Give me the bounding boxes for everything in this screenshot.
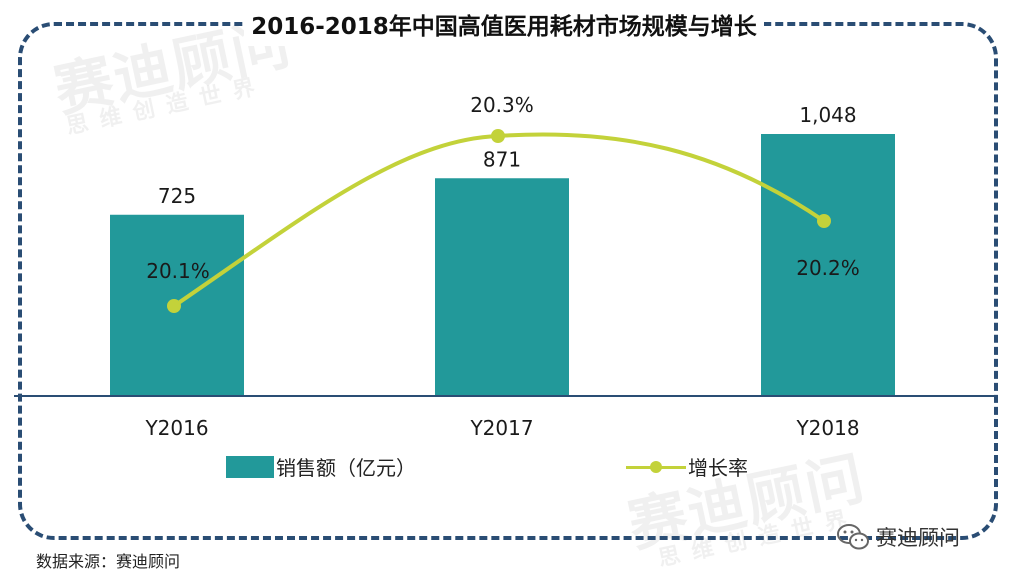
legend-swatch-bar <box>226 455 274 478</box>
growth-point-Y2017 <box>491 129 505 143</box>
legend-label-sales: 销售额（亿元） <box>276 456 416 480</box>
brand-badge: 赛迪顾问 <box>836 520 996 554</box>
title-backdrop <box>244 8 764 46</box>
bar-value-label: 1,048 <box>799 103 856 127</box>
bar-value-label: 871 <box>483 147 521 171</box>
growth-point-Y2016 <box>167 299 181 313</box>
legend-swatch-line <box>626 456 686 478</box>
x-tick-label: Y2017 <box>469 416 533 440</box>
bar-Y2018 <box>761 134 895 396</box>
chart-title: 2016-2018年中国高值医用耗材市场规模与增长 <box>251 14 757 40</box>
x-tick-label: Y2016 <box>144 416 208 440</box>
growth-value-label: 20.3% <box>470 93 534 117</box>
legend-item-growth: 增长率 <box>626 452 748 481</box>
wechat-icon <box>837 524 869 550</box>
x-tick-label: Y2018 <box>795 416 859 440</box>
legend-label-growth: 增长率 <box>688 456 748 480</box>
brand-name: 赛迪顾问 <box>876 526 960 550</box>
data-source: 数据来源：赛迪顾问 <box>36 552 181 571</box>
growth-point-Y2018 <box>817 214 831 228</box>
growth-value-label: 20.2% <box>796 256 860 280</box>
bar-value-label: 725 <box>158 184 196 208</box>
legend-item-sales: 销售额（亿元） <box>226 452 416 481</box>
bar-Y2017 <box>435 178 569 396</box>
growth-value-label: 20.1% <box>146 259 210 283</box>
